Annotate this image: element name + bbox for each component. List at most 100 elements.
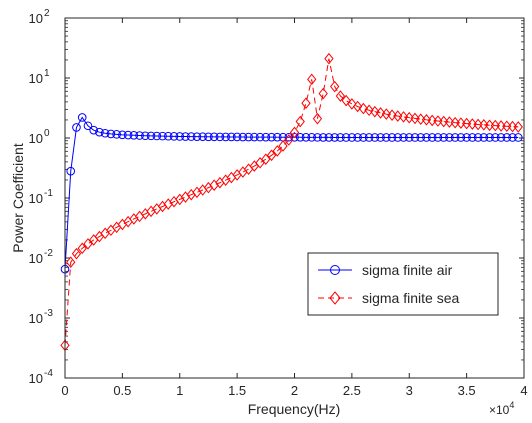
- x-axis-multiplier-exponent: 4: [509, 400, 514, 410]
- y-tick-label: 10-2: [29, 248, 54, 266]
- data-point-sigma-finite-air: [284, 132, 294, 142]
- data-point-sigma-finite-air: [376, 133, 385, 142]
- data-point-sigma-finite-air: [255, 132, 265, 142]
- data-point-sigma-finite-air: [221, 132, 230, 142]
- data-point-sigma-finite-air: [250, 132, 259, 142]
- data-point-sigma-finite-sea: [387, 109, 397, 121]
- data-point-sigma-finite-air: [135, 131, 144, 140]
- data-point-sigma-finite-air: [468, 133, 477, 142]
- data-point-sigma-finite-sea: [410, 112, 420, 125]
- y-tick-label: 102: [29, 8, 50, 26]
- data-point-sigma-finite-air: [244, 132, 253, 142]
- data-point-sigma-finite-sea: [318, 87, 328, 100]
- data-point-sigma-finite-air: [209, 132, 219, 142]
- data-point-sigma-finite-air: [152, 131, 162, 141]
- data-point-sigma-finite-sea: [496, 120, 506, 132]
- data-point-sigma-finite-air: [422, 133, 431, 142]
- data-point-sigma-finite-air: [141, 131, 150, 141]
- data-point-sigma-finite-air: [445, 133, 454, 142]
- data-point-sigma-finite-air: [163, 131, 173, 141]
- x-axis-multiplier-base: ×10: [489, 403, 510, 417]
- data-point-sigma-finite-sea: [266, 149, 277, 162]
- data-point-sigma-finite-air: [359, 133, 368, 142]
- data-point-sigma-finite-sea: [502, 120, 512, 133]
- data-point-sigma-finite-air: [169, 132, 179, 141]
- data-point-sigma-finite-air: [198, 132, 207, 142]
- data-point-sigma-finite-air: [261, 132, 271, 142]
- data-point-sigma-finite-sea: [289, 126, 300, 139]
- data-point-sigma-finite-air: [364, 133, 374, 142]
- data-point-sigma-finite-air: [146, 131, 156, 141]
- data-point-sigma-finite-air: [72, 123, 81, 132]
- data-point-sigma-finite-air: [456, 133, 466, 142]
- data-point-sigma-finite-sea: [473, 118, 483, 131]
- x-tick-label: 1: [176, 383, 183, 398]
- data-point-sigma-finite-air: [347, 133, 357, 142]
- data-point-sigma-finite-air: [491, 133, 500, 142]
- legend-box: [307, 252, 499, 316]
- x-tick-label: 2.5: [343, 383, 361, 398]
- data-point-sigma-finite-air: [393, 133, 403, 142]
- x-tick-label: 1.5: [228, 383, 246, 398]
- data-point-sigma-finite-air: [112, 130, 121, 139]
- x-tick-label: 0.5: [113, 383, 131, 398]
- legend-swatch-marker-air: [330, 265, 340, 275]
- axes-box: [64, 17, 525, 379]
- data-point-sigma-finite-sea: [375, 107, 386, 119]
- x-tick-label: 3: [406, 383, 413, 398]
- legend: sigma finite air sigma finite sea: [307, 252, 499, 316]
- legend-swatch-marker-sea: [329, 291, 341, 305]
- x-axis-label: Frequency(Hz): [248, 401, 341, 417]
- y-tick-label-base: 10: [29, 191, 43, 206]
- data-point-sigma-finite-sea: [513, 121, 523, 133]
- data-point-sigma-finite-sea: [83, 238, 93, 250]
- data-point-sigma-finite-air: [427, 133, 437, 142]
- data-point-sigma-finite-air: [123, 130, 133, 140]
- legend-label-air: sigma finite air: [362, 262, 453, 278]
- x-tick-label: 4: [520, 383, 527, 398]
- data-point-sigma-finite-sea: [335, 90, 346, 102]
- data-point-sigma-finite-air: [318, 133, 328, 142]
- data-point-sigma-finite-sea: [370, 105, 380, 118]
- data-point-sigma-finite-sea: [427, 114, 437, 127]
- data-point-sigma-finite-sea: [272, 145, 282, 157]
- data-point-sigma-finite-air: [186, 132, 196, 141]
- data-point-sigma-finite-air: [158, 131, 167, 141]
- data-point-sigma-finite-air: [353, 133, 362, 142]
- data-point-sigma-finite-air: [473, 133, 483, 142]
- data-point-sigma-finite-air: [301, 133, 311, 142]
- y-tick-label-base: 10: [29, 251, 43, 266]
- y-tick-label-exponent: -3: [44, 308, 53, 319]
- y-tick-label: 10-4: [29, 368, 54, 386]
- y-tick-label: 100: [29, 128, 50, 146]
- data-point-sigma-finite-sea: [364, 104, 374, 117]
- y-tick-label-base: 10: [29, 11, 43, 26]
- data-point-sigma-finite-air: [404, 133, 414, 142]
- data-point-sigma-finite-air: [410, 133, 420, 142]
- data-point-sigma-finite-air: [238, 132, 248, 142]
- data-point-sigma-finite-air: [387, 133, 397, 142]
- data-point-sigma-finite-sea: [307, 73, 317, 86]
- data-point-sigma-finite-sea: [490, 119, 500, 132]
- data-point-sigma-finite-air: [232, 132, 242, 142]
- y-tick-label-exponent: -2: [44, 248, 53, 259]
- data-point-sigma-finite-air: [77, 113, 87, 122]
- data-point-sigma-finite-air: [502, 133, 512, 142]
- data-point-sigma-finite-air: [175, 132, 185, 141]
- x-tick-label: 2: [291, 383, 298, 398]
- data-point-sigma-finite-sea: [444, 116, 455, 128]
- data-point-sigma-finite-air: [313, 133, 322, 142]
- x-tick-label: 0: [61, 383, 68, 398]
- data-point-sigma-finite-sea: [358, 102, 368, 115]
- data-point-sigma-finite-air: [129, 130, 139, 140]
- data-point-sigma-finite-air: [66, 166, 76, 176]
- data-point-sigma-finite-air: [433, 133, 443, 142]
- data-point-sigma-finite-sea: [301, 97, 311, 110]
- data-point-sigma-finite-sea: [404, 111, 414, 124]
- data-point-sigma-finite-air: [100, 128, 110, 138]
- y-tick-label-exponent: 1: [44, 68, 50, 79]
- data-point-sigma-finite-air: [295, 133, 305, 142]
- y-tick-label-base: 10: [29, 71, 43, 86]
- y-tick-label: 101: [29, 68, 50, 86]
